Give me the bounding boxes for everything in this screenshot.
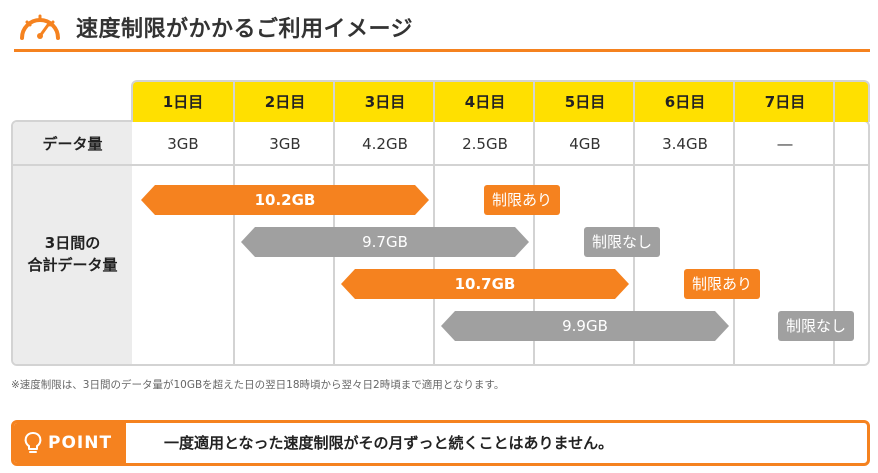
data-amount-cell: 3GB	[167, 135, 199, 153]
label-column	[13, 122, 132, 364]
row-divider	[11, 164, 870, 166]
lightbulb-icon	[24, 432, 42, 453]
row-label-3day-total: 3日間の 合計データ量	[13, 232, 132, 276]
point-badge-label: POINT	[48, 433, 113, 453]
point-badge: POINT	[14, 423, 126, 463]
data-amount-cell: 2.5GB	[462, 135, 508, 153]
data-amount-cell: ―	[777, 135, 793, 153]
day-header: 4日目	[464, 93, 506, 111]
data-amount-cell: 3.4GB	[662, 135, 708, 153]
period-total-arrow: 10.7GB	[341, 269, 629, 299]
day-header: 1日目	[162, 93, 204, 111]
limit-status-badge: 制限なし	[584, 227, 661, 257]
speedometer-icon	[20, 14, 60, 40]
column-divider	[233, 80, 235, 366]
column-divider	[633, 80, 635, 366]
limit-status-badge: 制限なし	[778, 311, 855, 341]
limit-status-badge: 制限あり	[484, 185, 561, 215]
section-header: 速度制限がかかるご利用イメージ	[14, 6, 870, 52]
day-header: 3日目	[364, 93, 406, 111]
day-header: 5日目	[564, 93, 606, 111]
page-title: 速度制限がかかるご利用イメージ	[76, 17, 414, 42]
period-total-arrow: 9.7GB	[241, 227, 529, 257]
day-header: 7日目	[764, 93, 806, 111]
usage-table: 1日目 2日目 3日目 4日目 5日目 6日目 7日目 データ量 3GB 3GB…	[11, 80, 870, 366]
point-box: POINT 一度適用となった速度制限がその月ずっと続くことはありません。	[11, 420, 870, 466]
column-divider	[733, 80, 735, 366]
row-label-line: 3日間の	[44, 234, 101, 252]
footnote: ※速度制限は、3日間のデータ量が10GBを超えた日の翌日18時頃から翌々日2時頃…	[11, 379, 505, 391]
limit-status-badge: 制限あり	[684, 269, 761, 299]
data-amount-cell: 4GB	[569, 135, 601, 153]
point-message: 一度適用となった速度制限がその月ずっと続くことはありません。	[164, 434, 614, 452]
data-amount-cell: 3GB	[269, 135, 301, 153]
day-header: 6日目	[664, 93, 706, 111]
day-header: 2日目	[264, 93, 306, 111]
column-divider	[433, 80, 435, 366]
column-divider	[533, 80, 535, 366]
period-total-arrow: 9.9GB	[441, 311, 729, 341]
column-divider	[833, 80, 835, 366]
row-label-data-amount: データ量	[42, 135, 103, 153]
column-divider	[333, 80, 335, 366]
period-total-arrow: 10.2GB	[141, 185, 429, 215]
day-header-row	[131, 80, 870, 122]
data-amount-cell: 4.2GB	[362, 135, 408, 153]
row-label-line: 合計データ量	[27, 256, 118, 274]
